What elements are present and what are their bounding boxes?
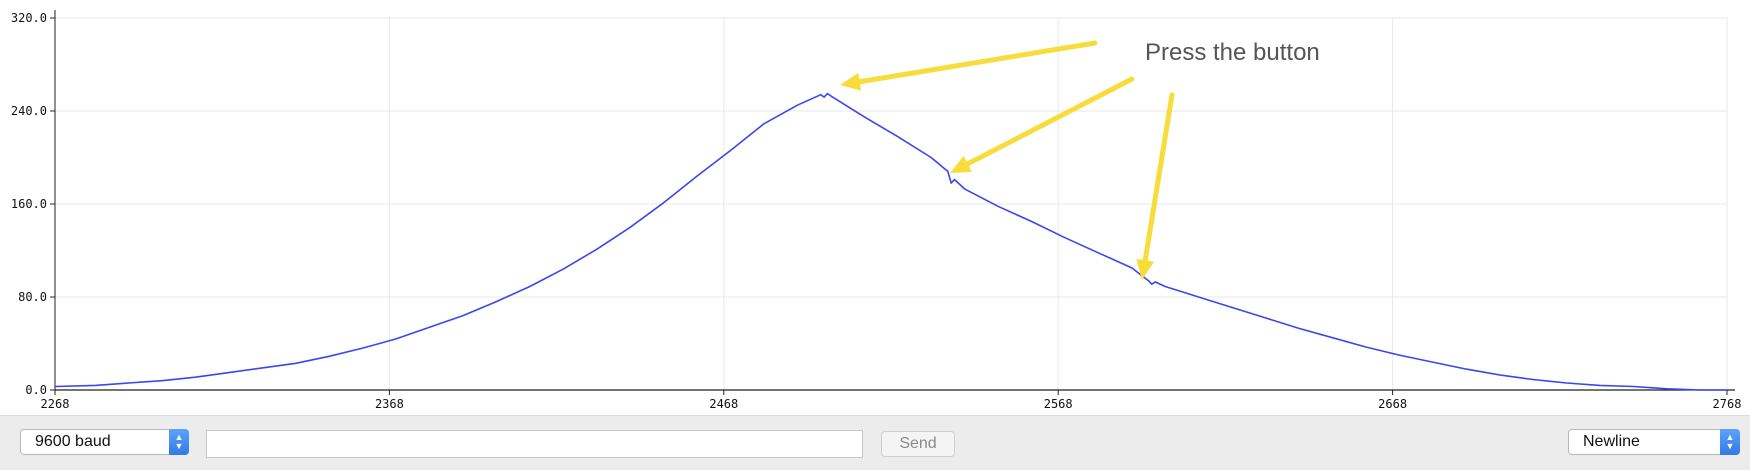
annotation-text: Press the button [1145,39,1320,66]
x-tick-label: 2568 [1044,397,1073,411]
y-tick-label: 320.0 [11,11,47,25]
baud-rate-label: 9600 baud [35,433,111,450]
annotation-arrow-line [965,76,1135,167]
x-tick-label: 2368 [375,397,404,411]
annotation: Press the button [840,39,1320,280]
bottom-control-bar: 9600 baud ▲ ▼ Send Newline ▲ ▼ [0,415,1750,470]
y-tick-label: 0.0 [25,383,47,397]
serial-plotter-chart: 2268 2368 2468 2568 2668 2768 0.0 80.0 160.0 240.… [11,10,1742,411]
annotation-arrow-line [857,40,1098,85]
grid-lines [54,17,1728,391]
series-line [54,92,1727,391]
annotation-arrow-head [1136,258,1155,280]
chevron-updown-icon: ▲ ▼ [169,429,189,455]
annotation-arrow-head [840,72,862,91]
annotation-arrow-line [1142,92,1175,263]
annotation-arrow-head [950,155,972,173]
x-tick-label: 2468 [709,397,738,411]
x-tick-label: 2668 [1378,397,1407,411]
chevron-updown-icon: ▲ ▼ [1720,429,1740,455]
y-tick-label: 160.0 [11,197,47,211]
x-tick-label: 2268 [41,397,70,411]
line-ending-select[interactable]: Newline ▲ ▼ [1568,429,1740,455]
baud-rate-select[interactable]: 9600 baud ▲ ▼ [20,429,189,455]
line-ending-label: Newline [1583,433,1640,450]
axes [50,10,1735,395]
data-series [54,92,1727,391]
y-tick-label: 80.0 [18,290,47,304]
send-text-input[interactable] [206,430,863,458]
y-tick-label: 240.0 [11,104,47,118]
x-tick-label: 2768 [1713,397,1742,411]
tick-labels: 2268 2368 2468 2568 2668 2768 0.0 80.0 160.0 240.… [11,11,1742,411]
send-button[interactable]: Send [881,431,955,457]
